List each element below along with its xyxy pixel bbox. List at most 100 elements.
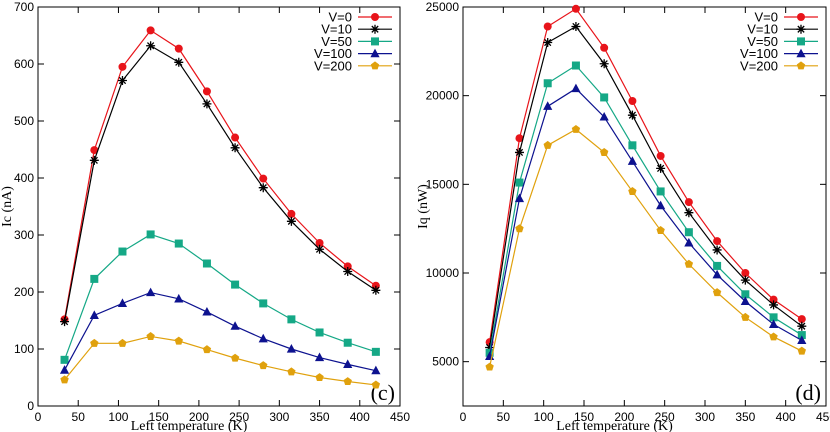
series-v-100 [59, 287, 381, 375]
data-point [231, 280, 240, 289]
series-line [489, 64, 803, 353]
data-point [59, 365, 70, 374]
data-point [684, 198, 693, 207]
data-point [202, 345, 212, 354]
data-point [60, 355, 69, 364]
legend-label: V=0 [329, 10, 353, 25]
data-point [684, 228, 693, 237]
data-point [485, 362, 494, 371]
series-line [489, 7, 803, 343]
legend-marker [370, 24, 380, 34]
legend-label: V=200 [314, 58, 352, 73]
data-point [146, 230, 155, 239]
x-tick-label: 400 [776, 410, 796, 424]
legend-marker [371, 37, 379, 46]
series-line [63, 233, 377, 361]
data-point [740, 275, 750, 285]
data-point [600, 43, 609, 52]
data-point [571, 22, 581, 32]
data-point [117, 76, 127, 86]
data-point [202, 87, 211, 96]
data-point [314, 352, 325, 362]
data-point [543, 79, 552, 88]
data-point [769, 295, 778, 304]
data-point [797, 331, 806, 340]
data-point [656, 200, 666, 210]
data-point [118, 247, 127, 256]
data-point [627, 110, 637, 120]
data-point [146, 287, 156, 297]
series-v-100 [485, 83, 807, 360]
x-tick-label: 0 [460, 410, 467, 424]
data-point [571, 4, 580, 13]
x-tick-label: 450 [816, 410, 830, 424]
legend-marker [796, 48, 806, 58]
x-tick-label: 400 [350, 410, 370, 424]
data-point [174, 336, 183, 345]
series-v-10 [60, 41, 381, 327]
legend-marker [370, 61, 380, 70]
data-point [174, 44, 183, 53]
data-point [599, 111, 609, 121]
data-point [60, 375, 69, 384]
series-v-50 [60, 230, 380, 364]
data-point [287, 315, 296, 324]
data-point [656, 151, 665, 160]
data-point [741, 269, 750, 277]
series-v-0 [60, 26, 380, 324]
data-point [231, 133, 240, 142]
data-point [515, 178, 524, 187]
data-point [543, 101, 553, 110]
y-tick-label: 700 [14, 0, 34, 14]
data-point [371, 365, 381, 375]
data-point [627, 156, 637, 165]
data-point [202, 306, 212, 316]
data-point [60, 317, 70, 327]
data-point [712, 288, 722, 297]
data-point [600, 93, 609, 102]
series-line [489, 87, 803, 357]
data-point [174, 57, 184, 67]
legend-marker [796, 24, 806, 34]
data-point [259, 174, 268, 183]
x-tick-label: 300 [269, 410, 289, 424]
y-axis-title: Ic (nA) [0, 186, 15, 227]
y-tick-label: 500 [14, 114, 34, 128]
data-point [315, 328, 324, 337]
data-point [287, 209, 296, 218]
data-point [797, 315, 806, 324]
legend-label: V=10 [321, 22, 352, 37]
x-tick-label: 450 [390, 410, 410, 424]
data-point [259, 299, 268, 308]
legend-label: V=200 [740, 58, 778, 73]
y-tick-label: 300 [14, 228, 34, 242]
data-point [258, 333, 268, 343]
data-point [202, 99, 212, 109]
x-tick-label: 200 [189, 410, 209, 424]
y-axis-title: Iq (nW) [416, 184, 431, 229]
data-point [514, 147, 524, 157]
x-tick-label: 350 [735, 410, 755, 424]
data-point [230, 353, 240, 362]
data-point [797, 346, 806, 355]
data-point [343, 338, 352, 347]
data-point [712, 245, 722, 255]
data-point [741, 290, 750, 299]
x-tick-label: 50 [72, 410, 86, 424]
data-point [628, 96, 637, 105]
data-point [571, 124, 581, 133]
series-v-200 [60, 332, 381, 389]
data-point [768, 319, 779, 329]
data-point [656, 163, 666, 173]
x-tick-label: 50 [497, 410, 511, 424]
x-tick-label: 150 [149, 410, 169, 424]
legend-label: V=50 [747, 34, 778, 49]
x-tick-label: 350 [310, 410, 330, 424]
y-tick-label: 10000 [426, 266, 460, 280]
series-v-0 [485, 4, 806, 347]
data-point [90, 146, 99, 155]
x-axis-title: Left temperature (K) [131, 419, 248, 432]
y-tick-label: 600 [14, 57, 34, 71]
legend-marker [371, 13, 379, 21]
data-point [315, 238, 324, 247]
